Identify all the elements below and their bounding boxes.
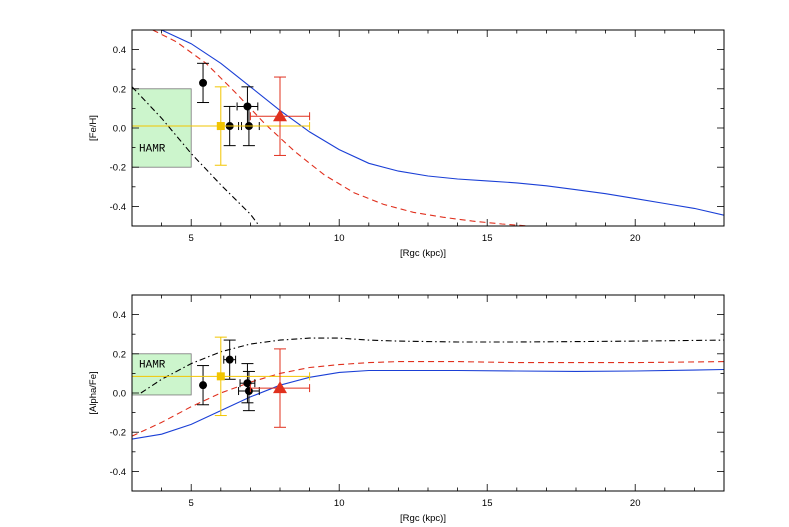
- top-ytick-label: 0.0: [113, 124, 126, 135]
- bottom-ytick-label: 0.4: [113, 310, 126, 321]
- bottom-ytick-label: 0.2: [113, 349, 126, 360]
- bottom-panel: 5 10 15 20 -0.4 -0.2 0.0 0.2 0.4 [Rgc (kpc)] [Alph…: [88, 294, 725, 524]
- top-ytick-label: -0.4: [110, 202, 126, 213]
- top-xtick-label: 15: [482, 233, 493, 244]
- bottom-yellow-point-0-marker: [216, 372, 225, 381]
- top-hamr-label: HAMR: [139, 144, 166, 156]
- top-xtick-label: 5: [189, 233, 194, 244]
- top-panel: 5 10 15 20 -0.4 -0.2 0.0 0.2 0.4 [Rgc (kpc)] [Fe/H…: [88, 29, 725, 259]
- top-black-points-0-marker: [199, 78, 208, 87]
- bottom-xtick-label: 15: [482, 498, 493, 509]
- bottom-ytick-label: -0.4: [110, 467, 126, 478]
- top-ytick-label: 0.4: [113, 45, 126, 56]
- top-line-red-dashed-model: [152, 30, 529, 226]
- bottom-line-blue-model: [132, 368, 724, 440]
- bottom-plot-area: [132, 336, 724, 440]
- bottom-xtick-label: 20: [630, 498, 641, 509]
- bottom-hamr-region: [132, 353, 192, 396]
- bottom-black-points-1-marker: [225, 355, 234, 364]
- bottom-x-axis-label: [Rgc (kpc)]: [400, 513, 446, 524]
- bottom-xtick-label: 5: [189, 498, 194, 509]
- bottom-line-red-dashed-model: [132, 361, 724, 437]
- bottom-xtick-label: 10: [334, 498, 345, 509]
- bottom-ytick-label: -0.2: [110, 428, 126, 439]
- top-xtick-label: 10: [334, 233, 345, 244]
- bottom-black-points-0-marker: [199, 381, 208, 390]
- bottom-y-axis-label: [Alpha/Fe]: [88, 371, 99, 414]
- top-line-blue-model: [161, 30, 724, 216]
- top-x-axis-label: [Rgc (kpc)]: [400, 248, 446, 259]
- top-yellow-point-0-marker: [216, 122, 225, 131]
- top-ytick-label: -0.2: [110, 163, 126, 174]
- bottom-ytick-label: 0.0: [113, 389, 126, 400]
- top-line-black-dash-dot-model: [132, 86, 260, 226]
- top-red-triangle-0-marker: [273, 109, 287, 122]
- bottom-red-triangle-0-marker: [273, 381, 287, 394]
- top-y-axis-label: [Fe/H]: [88, 115, 99, 141]
- bottom-black-points-3-marker: [244, 387, 253, 396]
- top-xtick-label: 20: [630, 233, 641, 244]
- top-plot-area: [132, 30, 724, 226]
- top-ytick-label: 0.2: [113, 84, 126, 95]
- bottom-line-black-dash-dot-model: [140, 337, 724, 394]
- bottom-hamr-label: HAMR: [139, 360, 166, 372]
- top-hamr-region: [132, 88, 192, 168]
- bottom-black-points-2-marker: [243, 379, 252, 388]
